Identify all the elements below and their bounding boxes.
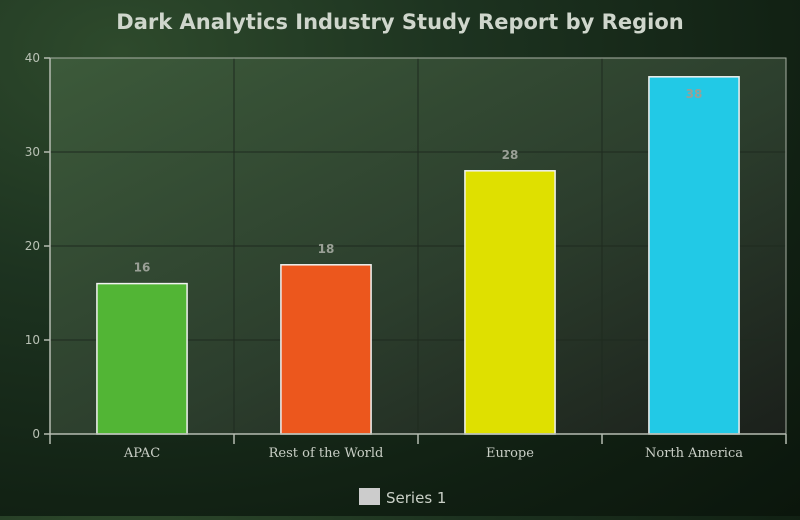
legend[interactable]: Series 1: [359, 488, 446, 507]
bar-rest-of-the-world[interactable]: [280, 264, 372, 435]
bar-europe[interactable]: [464, 170, 556, 435]
x-tick-label-1: Rest of the World: [269, 446, 384, 461]
chart-title: Dark Analytics Industry Study Report by …: [116, 10, 683, 34]
legend-swatch[interactable]: [359, 488, 380, 505]
x-axis-ticks: APAC Rest of the World Europe North America: [49, 434, 787, 461]
y-axis-ticks: 0 10 20 30 40: [25, 51, 50, 441]
bar-apac[interactable]: [96, 282, 188, 435]
data-label-2: 28: [502, 148, 519, 162]
data-labels-group: 16 18 28 38: [134, 87, 703, 275]
data-label-1: 18: [318, 242, 335, 256]
y-tick-label-2: 20: [25, 239, 40, 253]
data-label-0: 16: [134, 261, 151, 275]
x-tick-label-2: Europe: [486, 446, 534, 461]
y-tick-label-1: 10: [25, 333, 40, 347]
x-tick-label-0: APAC: [123, 446, 160, 461]
y-tick-label-3: 30: [25, 145, 40, 159]
bars-group: [96, 76, 740, 435]
y-tick-label-0: 0: [32, 427, 40, 441]
data-label-3: 38: [686, 87, 703, 101]
legend-label[interactable]: Series 1: [386, 489, 446, 507]
bar-north-america[interactable]: [648, 76, 740, 435]
y-tick-label-4: 40: [25, 51, 40, 65]
x-tick-label-3: North America: [645, 446, 743, 461]
